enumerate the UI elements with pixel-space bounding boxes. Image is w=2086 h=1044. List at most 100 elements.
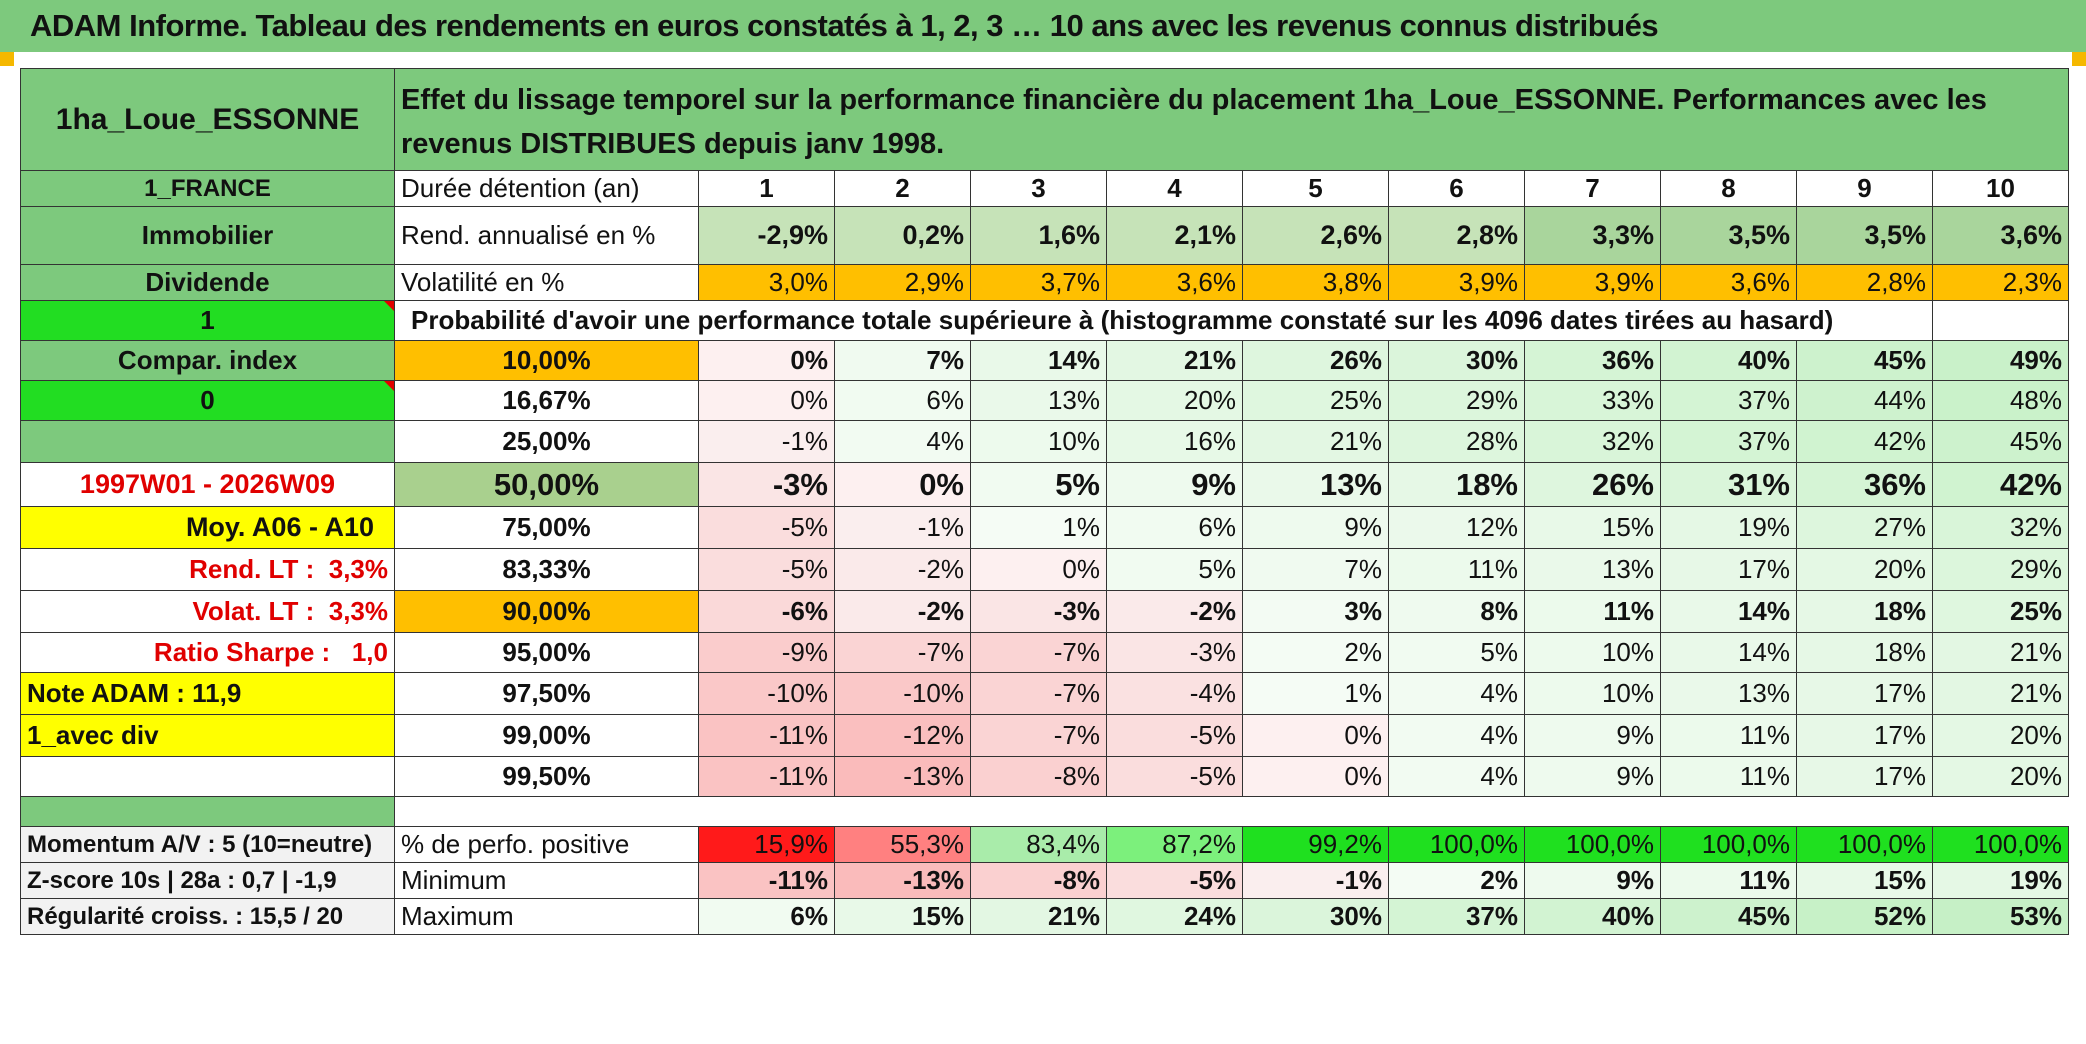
- percentile-value: 13%: [970, 380, 1107, 421]
- percentile-label: 25,00%: [394, 420, 699, 463]
- category-label: Immobilier: [20, 206, 395, 265]
- percentile-value: 37%: [1660, 380, 1797, 421]
- positive-value: 87,2%: [1106, 826, 1243, 863]
- maximum-label: Maximum: [394, 898, 699, 935]
- percentile-value: 36%: [1524, 340, 1661, 381]
- note-label: Note ADAM : 11,9: [20, 672, 395, 715]
- positive-label: % de perfo. positive: [394, 826, 699, 863]
- rend-lt-label: Rend. LT :: [189, 554, 315, 584]
- minimum-value: -13%: [834, 862, 971, 899]
- blank-cell: [394, 796, 2069, 827]
- percentile-value: -3%: [970, 590, 1107, 633]
- percentile-value: 42%: [1796, 420, 1933, 463]
- percentile-value: 5%: [1388, 632, 1525, 673]
- minimum-label: Minimum: [394, 862, 699, 899]
- percentile-value: 10%: [1524, 632, 1661, 673]
- percentile-value: -7%: [834, 632, 971, 673]
- percentile-value: 2%: [1242, 632, 1389, 673]
- percentile-value: 19%: [1660, 506, 1797, 549]
- percentile-value: -5%: [698, 506, 835, 549]
- year-header: 10: [1932, 170, 2069, 207]
- percentile-value: 21%: [1242, 420, 1389, 463]
- percentile-row: Note ADAM : 11,9 97,50% -10% -10% -7% -4% 1% 4%…: [20, 672, 2069, 715]
- percentile-value: 48%: [1932, 380, 2069, 421]
- minimum-value: 2%: [1388, 862, 1525, 899]
- maximum-value: 52%: [1796, 898, 1933, 935]
- percentile-value: 9%: [1524, 756, 1661, 797]
- percentile-row: Ratio Sharpe : 1,0 95,00% -9% -7% -7% -3% 2% 5%…: [20, 632, 2069, 673]
- volat-value: 3,7%: [970, 264, 1107, 301]
- percentile-row: 99,50% -11% -13% -8% -5% 0% 4% 9% 11% 17% 20%: [20, 756, 2069, 797]
- percentile-value: -12%: [834, 714, 971, 757]
- percentile-value: 1%: [1242, 672, 1389, 715]
- percentile-value: 13%: [1660, 672, 1797, 715]
- percentile-value: 10%: [1524, 672, 1661, 715]
- percentile-label: 75,00%: [394, 506, 699, 549]
- percentile-row: 1997W01 - 2026W09 50,00% -3% 0% 5% 9% 13% 18% 26…: [20, 462, 2069, 507]
- moy-label: Moy. A06 - A10: [20, 506, 395, 549]
- year-header: 8: [1660, 170, 1797, 207]
- percentile-value: -5%: [1106, 714, 1243, 757]
- percentile-row: Volat. LT : 3,3% 90,00% -6% -2% -3% -2% 3% 8% 11…: [20, 590, 2069, 633]
- sharpe-value: 1,0: [351, 637, 388, 667]
- positive-value: 100,0%: [1932, 826, 2069, 863]
- rend-lt: Rend. LT : 3,3%: [20, 548, 395, 591]
- percentile-value: 0%: [1242, 756, 1389, 797]
- percentile-label: 10,00%: [394, 340, 699, 381]
- maximum-value: 45%: [1660, 898, 1797, 935]
- percentile-value: 9%: [1106, 462, 1243, 507]
- percentile-row: Compar. index 10,00% 0% 7% 14% 21% 26% 30% 36% 40…: [20, 340, 2069, 381]
- rend-value: 3,3%: [1524, 206, 1661, 265]
- rend-value: 2,6%: [1242, 206, 1389, 265]
- percentile-value: 20%: [1796, 548, 1933, 591]
- percentile-value: 18%: [1796, 632, 1933, 673]
- maximum-value: 37%: [1388, 898, 1525, 935]
- minimum-value: -5%: [1106, 862, 1243, 899]
- minimum-value: 19%: [1932, 862, 2069, 899]
- percentile-value: 29%: [1388, 380, 1525, 421]
- percentile-label: 90,00%: [394, 590, 699, 633]
- blank-cell: [20, 796, 395, 827]
- percentile-value: 0%: [970, 548, 1107, 591]
- returns-table: 1ha_Loue_ESSONNE Effet du lissage tempore…: [20, 68, 2069, 935]
- year-header: 5: [1242, 170, 1389, 207]
- percentile-value: 17%: [1660, 548, 1797, 591]
- positive-row: Momentum A/V : 5 (10=neutre)% de perfo. …: [20, 826, 2069, 863]
- percentile-value: 6%: [1106, 506, 1243, 549]
- percentile-value: 3%: [1242, 590, 1389, 633]
- percentile-value: 8%: [1388, 590, 1525, 633]
- positive-value: 15,9%: [698, 826, 835, 863]
- percentile-value: -2%: [834, 548, 971, 591]
- corner-marker: [2072, 52, 2086, 66]
- minimum-row: Z-score 10s | 28a : 0,7 | -1,9 Minimum -11…: [20, 862, 2069, 899]
- percentile-value: 21%: [1932, 672, 2069, 715]
- rend-value: -2,9%: [698, 206, 835, 265]
- percentile-value: 33%: [1524, 380, 1661, 421]
- rend-value: 2,8%: [1388, 206, 1525, 265]
- percentile-label: 16,67%: [394, 380, 699, 421]
- volat-lt-value: 3,3%: [328, 596, 388, 626]
- report-title: ADAM Informe. Tableau des rendements en …: [30, 8, 1659, 43]
- percentile-value: 4%: [1388, 756, 1525, 797]
- year-header: 6: [1388, 170, 1525, 207]
- percentile-value: -2%: [1106, 590, 1243, 633]
- percentile-value: 6%: [834, 380, 971, 421]
- volat-value: 3,6%: [1660, 264, 1797, 301]
- year-header: 9: [1796, 170, 1933, 207]
- minimum-value: 15%: [1796, 862, 1933, 899]
- volat-row: Dividende Volatilité en % 3,0% 2,9% 3,7% 3,6%…: [20, 264, 2069, 301]
- percentile-label: 83,33%: [394, 548, 699, 591]
- rend-value: 1,6%: [970, 206, 1107, 265]
- percentile-value: 29%: [1932, 548, 2069, 591]
- percentile-value: 14%: [970, 340, 1107, 381]
- percentile-value: 21%: [1932, 632, 2069, 673]
- percentile-label: 97,50%: [394, 672, 699, 715]
- percentile-value: 28%: [1388, 420, 1525, 463]
- period-label: 1997W01 - 2026W09: [20, 462, 395, 507]
- percentile-value: 20%: [1932, 756, 2069, 797]
- positive-value: 100,0%: [1524, 826, 1661, 863]
- corner-marker: [0, 52, 14, 66]
- flag-one: 1: [20, 300, 395, 341]
- percentile-value: -5%: [698, 548, 835, 591]
- percentile-value: 5%: [1106, 548, 1243, 591]
